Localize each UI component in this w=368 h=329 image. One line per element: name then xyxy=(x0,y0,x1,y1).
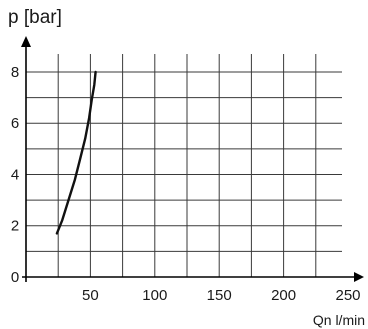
x-axis-title: Qn l/min xyxy=(313,312,365,328)
x-tick-label: 200 xyxy=(271,287,296,304)
y-tick-label: 8 xyxy=(11,64,19,81)
y-tick-label: 0 xyxy=(11,269,19,286)
y-axis-arrow-icon xyxy=(21,36,31,47)
y-tick-label: 6 xyxy=(11,115,19,132)
x-tick-labels: 50 100 150 200 250 xyxy=(82,287,360,304)
x-tick-label: 50 xyxy=(82,287,99,304)
y-axis-title: p [bar] xyxy=(8,7,62,28)
x-tick-label: 100 xyxy=(142,287,167,304)
grid xyxy=(26,54,342,277)
x-tick-label: 250 xyxy=(335,287,360,304)
x-tick-label: 150 xyxy=(207,287,232,304)
y-tick-label: 4 xyxy=(11,166,19,183)
series-line xyxy=(55,70,97,235)
x-axis-arrow-icon xyxy=(354,272,364,282)
series-group xyxy=(55,70,97,235)
y-tick-labels: 0 2 4 6 8 xyxy=(11,64,19,286)
y-tick-label: 2 xyxy=(11,218,19,235)
axes xyxy=(21,36,364,282)
